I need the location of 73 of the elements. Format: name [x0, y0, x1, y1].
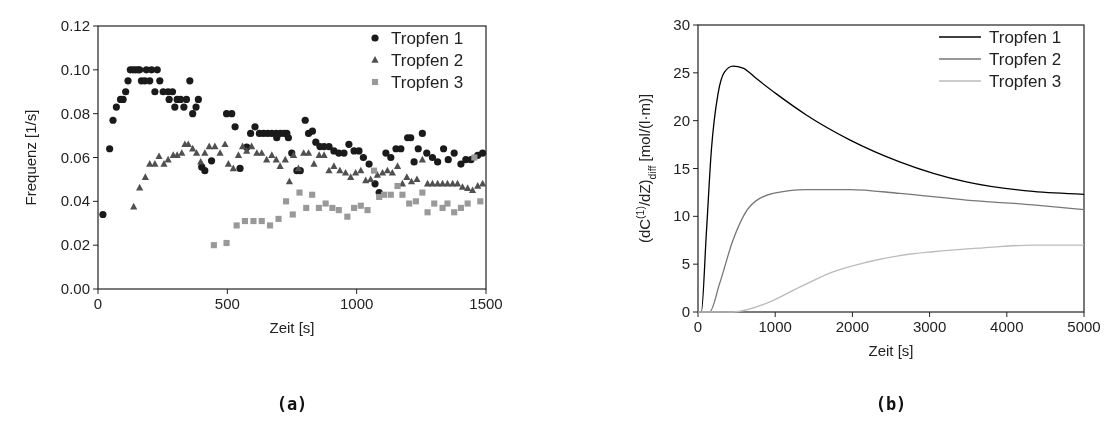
- point: [241, 218, 248, 225]
- point: [282, 198, 290, 205]
- point: [477, 198, 484, 205]
- point: [329, 204, 336, 211]
- point: [335, 207, 342, 214]
- x-tick-label: 1000: [758, 318, 792, 335]
- point: [303, 204, 310, 211]
- point: [364, 207, 371, 214]
- point: [471, 154, 478, 161]
- point: [451, 209, 458, 216]
- point: [399, 191, 406, 198]
- point: [296, 189, 303, 196]
- point: [322, 200, 329, 207]
- point: [315, 204, 322, 211]
- x-tick-label: 5000: [1067, 318, 1101, 335]
- point: [444, 200, 451, 207]
- legend-label: Tropfen 1: [391, 29, 464, 48]
- y-tick-label: 10: [673, 207, 690, 225]
- y-tick-label: 0.00: [60, 280, 90, 297]
- point: [464, 200, 471, 207]
- point: [266, 222, 274, 229]
- point: [210, 242, 217, 249]
- y-tick-label: 0.04: [60, 192, 90, 210]
- point: [250, 218, 257, 225]
- point: [419, 189, 426, 196]
- legend-label: Tropfen 3: [391, 73, 464, 92]
- point: [457, 204, 464, 211]
- point: [309, 191, 316, 198]
- x-axis-title: Zeit [s]: [269, 319, 315, 336]
- point: [381, 191, 388, 198]
- x-tick-label: 1000: [339, 295, 374, 312]
- point: [387, 191, 394, 198]
- x-tick-label: 1500: [469, 295, 503, 312]
- y-tick-label: 5: [681, 255, 690, 273]
- point: [357, 202, 364, 209]
- y-tick-label: 0.02: [60, 236, 90, 254]
- point: [370, 167, 378, 174]
- point: [424, 209, 431, 216]
- y-tick-label: 0.12: [60, 17, 90, 34]
- legend-label: Tropfen 2: [391, 51, 464, 70]
- x-tick-label: 4000: [990, 318, 1024, 335]
- y-tick-label: 15: [673, 159, 690, 177]
- point: [394, 182, 401, 190]
- point: [351, 204, 358, 211]
- point: [289, 211, 296, 218]
- point: [223, 239, 230, 247]
- y-tick-label: 25: [673, 63, 690, 81]
- point: [431, 200, 438, 207]
- point: [258, 218, 265, 225]
- x-tick-label: 500: [214, 295, 240, 312]
- y-tick-label: 30: [673, 16, 690, 33]
- y-tick-label: 0.10: [60, 60, 90, 78]
- point: [406, 200, 413, 207]
- legend-label: Tropfen 3: [989, 72, 1062, 91]
- text: (a): [276, 394, 308, 414]
- x-tick-label: 3000: [912, 318, 947, 335]
- y-tick-label: 0.08: [60, 104, 90, 122]
- y-tick-label: 20: [673, 111, 690, 129]
- text: (b): [875, 394, 907, 414]
- x-tick-label: 0: [693, 318, 703, 335]
- y-axis-title: Frequenz [1/s]: [22, 109, 39, 206]
- point: [344, 213, 351, 220]
- y-tick-label: 0.06: [60, 148, 90, 166]
- line-series: [697, 244, 1085, 313]
- point: [412, 198, 419, 205]
- x-tick-label: 2000: [835, 318, 870, 335]
- point: [439, 204, 446, 211]
- x-axis-title: Zeit [s]: [868, 342, 914, 359]
- x-tick-label: 0: [93, 295, 103, 312]
- legend-label: Tropfen 1: [989, 28, 1062, 47]
- point: [233, 222, 240, 229]
- point: [275, 215, 282, 222]
- legend-label: Tropfen 2: [989, 50, 1062, 69]
